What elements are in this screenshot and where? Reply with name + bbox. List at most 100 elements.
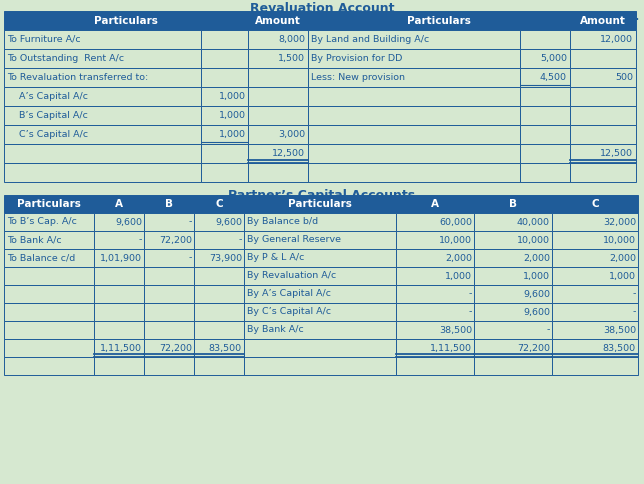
Bar — [144, 357, 194, 375]
Text: Particulars: Particulars — [94, 15, 158, 26]
Text: 83,500: 83,500 — [603, 344, 636, 352]
Bar — [396, 249, 474, 267]
Text: C: C — [591, 199, 599, 209]
Bar — [570, 30, 636, 49]
Bar — [4, 68, 201, 87]
Bar — [4, 213, 94, 231]
Bar — [570, 87, 636, 106]
Bar — [4, 267, 94, 285]
Text: By P & L A/c: By P & L A/c — [247, 254, 305, 262]
Text: 12,000: 12,000 — [600, 35, 633, 44]
Bar — [201, 30, 248, 49]
Text: By C’s Capital A/c: By C’s Capital A/c — [247, 307, 331, 317]
Bar — [474, 267, 552, 285]
Bar — [248, 11, 308, 30]
Bar — [4, 249, 94, 267]
Bar — [194, 339, 244, 357]
Text: 1,01,900: 1,01,900 — [100, 254, 142, 262]
Bar — [308, 144, 520, 163]
Text: 10,000: 10,000 — [603, 236, 636, 244]
Bar — [396, 303, 474, 321]
Text: 83,500: 83,500 — [209, 344, 242, 352]
Text: To Revaluation transferred to:: To Revaluation transferred to: — [7, 73, 148, 82]
Bar — [474, 231, 552, 249]
Bar — [308, 30, 520, 49]
Bar — [244, 321, 396, 339]
Bar — [144, 285, 194, 303]
Bar — [552, 213, 638, 231]
Bar — [194, 195, 244, 213]
Text: 12,500: 12,500 — [600, 149, 633, 158]
Text: Amount: Amount — [255, 15, 301, 26]
Bar — [4, 125, 201, 144]
Bar — [4, 303, 94, 321]
Text: 60,000: 60,000 — [439, 217, 472, 227]
Bar — [201, 106, 248, 125]
Bar — [552, 303, 638, 321]
Bar — [4, 144, 201, 163]
Bar — [520, 163, 570, 182]
Bar — [244, 303, 396, 321]
Bar — [4, 231, 94, 249]
Bar — [194, 231, 244, 249]
Text: 1,000: 1,000 — [219, 92, 246, 101]
Bar — [396, 267, 474, 285]
Bar — [570, 106, 636, 125]
Bar — [4, 357, 94, 375]
Bar — [396, 285, 474, 303]
Text: By Balance b/d: By Balance b/d — [247, 217, 318, 227]
Text: 2,000: 2,000 — [609, 254, 636, 262]
Text: 32,000: 32,000 — [603, 217, 636, 227]
Text: 1,500: 1,500 — [278, 54, 305, 63]
Text: 72,200: 72,200 — [159, 344, 192, 352]
Bar — [144, 303, 194, 321]
Bar — [308, 87, 520, 106]
Bar — [474, 213, 552, 231]
Text: 2,000: 2,000 — [523, 254, 550, 262]
Text: Particulars: Particulars — [288, 199, 352, 209]
Bar — [4, 163, 201, 182]
Bar — [520, 106, 570, 125]
Bar — [248, 68, 308, 87]
Text: 12,500: 12,500 — [272, 149, 305, 158]
Bar — [474, 357, 552, 375]
Bar — [570, 144, 636, 163]
Bar — [244, 339, 396, 357]
Bar — [144, 195, 194, 213]
Bar — [94, 357, 144, 375]
Text: 38,500: 38,500 — [439, 326, 472, 334]
Text: -: - — [469, 289, 472, 299]
Bar — [244, 267, 396, 285]
Text: 1,000: 1,000 — [219, 111, 246, 120]
Bar — [552, 339, 638, 357]
Text: A’s Capital A/c: A’s Capital A/c — [7, 92, 88, 101]
Text: 9,600: 9,600 — [523, 307, 550, 317]
Bar — [520, 49, 570, 68]
Text: B: B — [165, 199, 173, 209]
Bar — [520, 87, 570, 106]
Bar — [4, 339, 94, 357]
Bar — [570, 125, 636, 144]
Text: Partner’s Capital Accounts: Partner’s Capital Accounts — [229, 190, 415, 202]
Text: 9,600: 9,600 — [115, 217, 142, 227]
Bar — [308, 125, 520, 144]
Text: -: - — [632, 289, 636, 299]
Bar — [520, 125, 570, 144]
Text: -: - — [239, 236, 242, 244]
Bar — [244, 285, 396, 303]
Text: 1,11,500: 1,11,500 — [430, 344, 472, 352]
Text: To Furniture A/c: To Furniture A/c — [7, 35, 80, 44]
Text: By Revaluation A/c: By Revaluation A/c — [247, 272, 336, 281]
Bar — [194, 303, 244, 321]
Bar — [244, 213, 396, 231]
Bar — [94, 267, 144, 285]
Bar — [248, 87, 308, 106]
Text: -: - — [189, 254, 192, 262]
Text: By Provision for DD: By Provision for DD — [311, 54, 402, 63]
Bar — [308, 163, 520, 182]
Text: 1,000: 1,000 — [219, 130, 246, 139]
Bar — [552, 321, 638, 339]
Bar — [248, 125, 308, 144]
Text: 10,000: 10,000 — [517, 236, 550, 244]
Bar — [144, 213, 194, 231]
